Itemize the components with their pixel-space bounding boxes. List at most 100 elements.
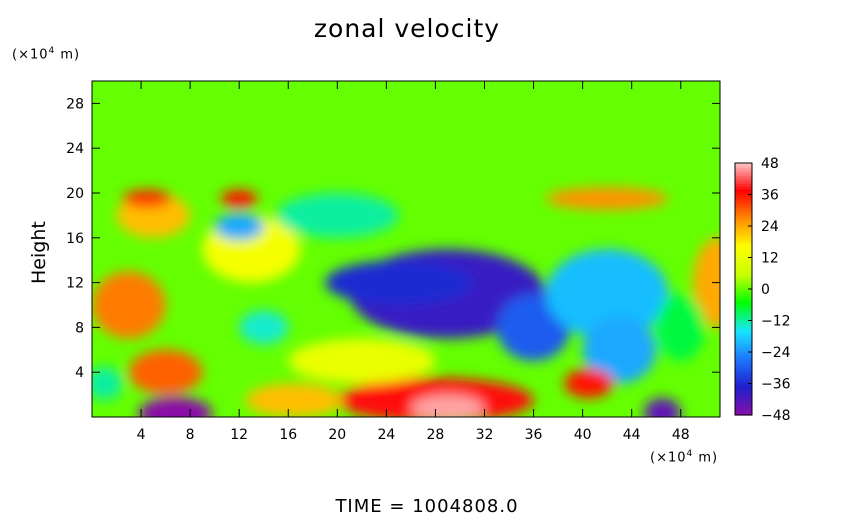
colorbar-segment bbox=[735, 412, 752, 416]
colorbar-segment bbox=[735, 241, 752, 245]
colorbar-segment bbox=[735, 352, 752, 356]
colorbar-tick-label: 48 bbox=[761, 156, 779, 172]
colorbar-segment bbox=[735, 207, 752, 211]
x-tick-label: 44 bbox=[623, 427, 641, 443]
colorbar-segment bbox=[735, 273, 752, 277]
colorbar-segment bbox=[735, 317, 752, 322]
x-tick-label: 28 bbox=[427, 427, 445, 443]
field-feature bbox=[545, 248, 669, 339]
x-tick-label: 40 bbox=[574, 427, 592, 443]
colorbar-tick-label: −24 bbox=[761, 345, 791, 361]
field-feature bbox=[643, 397, 681, 417]
colorbar-segment bbox=[735, 409, 752, 413]
colorbar-segment bbox=[735, 178, 752, 182]
x-tick-label: 12 bbox=[230, 427, 248, 443]
field-feature bbox=[325, 260, 473, 305]
colorbar-segment bbox=[735, 380, 752, 385]
colorbar-segment bbox=[735, 302, 752, 306]
colorbar-segment bbox=[735, 215, 752, 219]
colorbar-segment bbox=[735, 212, 752, 217]
colorbar-segment bbox=[735, 252, 752, 256]
colorbar-segment bbox=[735, 346, 752, 350]
colorbar-segment bbox=[735, 391, 752, 395]
y-tick-label: 12 bbox=[66, 276, 84, 292]
colorbar-segment bbox=[735, 226, 752, 230]
colorbar-segment bbox=[735, 386, 752, 390]
colorbar-segment bbox=[735, 312, 752, 316]
colorbar-segment bbox=[735, 247, 752, 251]
x-axis: 4 8 12 16 20 24 28 32 36 40 44 48 bbox=[137, 81, 690, 443]
colorbar-segment bbox=[735, 359, 752, 364]
colorbar-segment bbox=[735, 383, 752, 387]
colorbar-segment bbox=[735, 336, 752, 340]
colorbar-segment bbox=[735, 328, 752, 332]
colorbar-segment bbox=[735, 315, 752, 319]
colorbar-segment bbox=[735, 186, 752, 190]
colorbar-tick-label: −36 bbox=[761, 377, 791, 393]
colorbar-segment bbox=[735, 404, 752, 408]
colorbar-segment bbox=[735, 325, 752, 329]
x-axis-unit: (×104 m) bbox=[650, 449, 719, 466]
colorbar-segment bbox=[735, 223, 752, 227]
colorbar-segment bbox=[735, 176, 752, 180]
colorbar-segment bbox=[735, 281, 752, 285]
colorbar-segment bbox=[735, 191, 752, 196]
colorbar-segment bbox=[735, 265, 752, 269]
field-feature bbox=[245, 383, 344, 417]
colorbar-segment bbox=[735, 344, 752, 348]
colorbar-segment bbox=[735, 407, 752, 411]
field-feature bbox=[214, 213, 264, 241]
colorbar-segment bbox=[735, 299, 752, 303]
colorbar-segment bbox=[735, 236, 752, 240]
colorbar-tick-label: 36 bbox=[761, 188, 779, 204]
y-tick-label: 24 bbox=[66, 141, 84, 157]
field-feature bbox=[582, 316, 657, 384]
colorbar-segment bbox=[735, 184, 752, 188]
colorbar-segment bbox=[735, 289, 752, 293]
field-feature bbox=[92, 366, 123, 401]
colorbar-segment bbox=[735, 401, 752, 406]
colorbar-segment bbox=[735, 278, 752, 282]
colorbar-segment bbox=[735, 168, 752, 172]
colorbar-segment bbox=[735, 291, 752, 295]
colorbar-segment bbox=[735, 294, 752, 298]
colorbar-segment bbox=[735, 331, 752, 335]
colorbar-segment bbox=[735, 260, 752, 264]
field-feature bbox=[122, 189, 172, 208]
colorbar-segment bbox=[735, 194, 752, 198]
colorbar-segment bbox=[735, 205, 752, 209]
colorbar-segment bbox=[735, 365, 752, 369]
colorbar-segment bbox=[735, 181, 752, 185]
colorbar-segment bbox=[735, 254, 752, 259]
colorbar-segment bbox=[735, 378, 752, 382]
field-feature bbox=[288, 338, 436, 384]
colorbar-segment bbox=[735, 323, 752, 327]
colorbar-segment bbox=[735, 199, 752, 203]
colorbar: 48 36 24 12 0 −12 −24 −36 −48 bbox=[734, 156, 791, 424]
colorbar-segment bbox=[735, 220, 752, 224]
colorbar-segment bbox=[735, 304, 752, 308]
y-tick-label: 20 bbox=[66, 186, 84, 202]
colorbar-segment bbox=[735, 394, 752, 398]
field-feature bbox=[410, 394, 485, 417]
field-features bbox=[92, 187, 720, 417]
colorbar-segment bbox=[735, 244, 752, 248]
y-tick-label: 16 bbox=[66, 231, 84, 247]
colorbar-segment bbox=[735, 283, 752, 287]
colorbar-segment bbox=[735, 268, 752, 272]
y-tick-label: 28 bbox=[66, 96, 84, 112]
colorbar-segment bbox=[735, 165, 752, 169]
chart-title: zonal velocity bbox=[313, 14, 501, 43]
field-feature bbox=[239, 310, 289, 345]
colorbar-segment bbox=[735, 349, 752, 353]
colorbar-segment bbox=[735, 341, 752, 345]
field-feature bbox=[128, 349, 203, 395]
colorbar-segment bbox=[735, 233, 752, 238]
colorbar-segment bbox=[735, 388, 752, 392]
colorbar-tick-label: −48 bbox=[761, 408, 791, 424]
colorbar-segment bbox=[735, 257, 752, 261]
time-readout: TIME = 1004808.0 bbox=[335, 496, 519, 517]
field-feature bbox=[220, 189, 258, 208]
colorbar-tick-label: 24 bbox=[761, 219, 779, 235]
